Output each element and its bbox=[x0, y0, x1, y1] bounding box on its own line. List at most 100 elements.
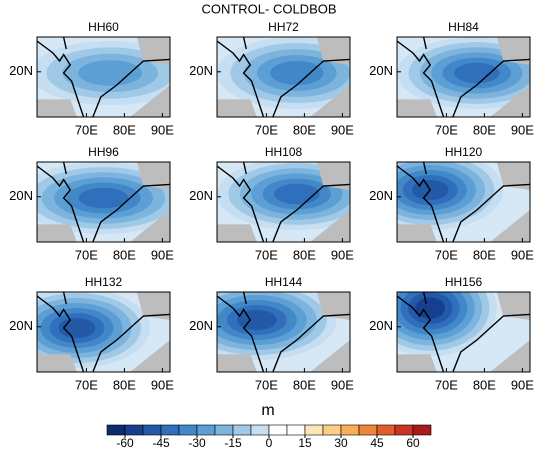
y-tick-label: 20N bbox=[9, 63, 33, 78]
x-tick-label: 70E bbox=[435, 377, 458, 392]
field bbox=[397, 162, 530, 242]
x-tick-label: 90E bbox=[151, 377, 174, 392]
x-tick-label: 70E bbox=[75, 247, 98, 262]
colorbar-box bbox=[142, 424, 162, 436]
map-panel: HH96 70E 80E 90E 20N bbox=[9, 145, 174, 262]
colorbar-box bbox=[268, 424, 288, 436]
colorbar-tick-label: -60 bbox=[116, 436, 134, 449]
land-mask bbox=[316, 292, 350, 320]
panel-frame bbox=[216, 161, 351, 243]
y-tick-label: 20N bbox=[9, 188, 33, 203]
panel-title: HH60 bbox=[88, 20, 119, 34]
x-tick-label: 90E bbox=[511, 247, 534, 262]
land-mask bbox=[217, 224, 257, 242]
y-tick-label: 20N bbox=[189, 188, 213, 203]
land-mask bbox=[397, 224, 437, 242]
x-tick-label: 90E bbox=[331, 377, 354, 392]
field bbox=[217, 37, 350, 117]
colorbar-label: m bbox=[261, 402, 274, 419]
colorbar-box bbox=[196, 424, 216, 436]
x-tick-label: 70E bbox=[255, 377, 278, 392]
panel-frame bbox=[216, 291, 351, 373]
x-tick-label: 80E bbox=[113, 122, 136, 137]
land-mask bbox=[136, 37, 170, 65]
map-panel: HH72 70E 80E 90E 20N bbox=[189, 20, 354, 137]
panel-title: HH120 bbox=[445, 145, 483, 159]
land-mask bbox=[37, 354, 77, 372]
land-mask bbox=[217, 99, 257, 117]
colorbar-box bbox=[178, 424, 198, 436]
x-tick-label: 80E bbox=[293, 377, 316, 392]
map-panel: HH144 70E 80E 90E 20N bbox=[189, 275, 354, 392]
colorbar-tick-label: 15 bbox=[298, 436, 312, 449]
land-mask bbox=[217, 354, 257, 372]
x-tick-label: 70E bbox=[75, 377, 98, 392]
colorbar-tick-label: -30 bbox=[188, 436, 206, 449]
field bbox=[397, 37, 530, 117]
map-panel: HH60 70E 80E 90E 20N bbox=[9, 20, 174, 137]
land-mask bbox=[316, 37, 350, 65]
contour bbox=[274, 183, 320, 205]
x-tick-label: 80E bbox=[293, 247, 316, 262]
x-tick-label: 70E bbox=[255, 247, 278, 262]
coastline bbox=[37, 162, 170, 242]
colorbar-box bbox=[304, 424, 324, 436]
panel-title: HH144 bbox=[265, 275, 303, 289]
x-tick-label: 90E bbox=[151, 247, 174, 262]
contour bbox=[454, 62, 500, 84]
colorbar-box bbox=[124, 424, 144, 436]
field bbox=[37, 162, 170, 242]
colorbar-box bbox=[232, 424, 252, 436]
map-panel: HH156 70E 80E 90E 20N bbox=[369, 275, 534, 392]
figure-title: CONTROL- COLDBOB bbox=[201, 1, 336, 16]
field bbox=[37, 292, 170, 372]
land-mask bbox=[310, 340, 350, 372]
panel-title: HH84 bbox=[448, 20, 479, 34]
land-mask bbox=[397, 354, 437, 372]
x-tick-label: 90E bbox=[511, 122, 534, 137]
colorbar-box bbox=[286, 424, 306, 436]
colorbar-box bbox=[376, 424, 396, 436]
land-mask bbox=[130, 85, 170, 117]
land-mask bbox=[310, 85, 350, 117]
coastline bbox=[397, 162, 530, 242]
y-tick-label: 20N bbox=[369, 188, 393, 203]
land-mask bbox=[496, 37, 530, 65]
map-panel: HH108 70E 80E 90E 20N bbox=[189, 145, 354, 262]
land-mask bbox=[490, 85, 530, 117]
x-tick-label: 80E bbox=[473, 247, 496, 262]
panel-title: HH156 bbox=[445, 275, 483, 289]
y-tick-label: 20N bbox=[369, 318, 393, 333]
colorbar-box bbox=[322, 424, 342, 436]
panel-title: HH96 bbox=[88, 145, 119, 159]
coastline bbox=[217, 292, 350, 372]
panel-frame bbox=[36, 161, 171, 243]
colorbar-box bbox=[394, 424, 414, 436]
x-tick-label: 80E bbox=[113, 377, 136, 392]
panel-frame bbox=[216, 36, 351, 118]
field bbox=[217, 162, 350, 242]
x-tick-label: 70E bbox=[75, 122, 98, 137]
map-panel: HH120 70E 80E 90E 20N bbox=[369, 145, 534, 262]
colorbar-box bbox=[412, 424, 432, 436]
land-mask bbox=[37, 224, 77, 242]
colorbar-box bbox=[358, 424, 378, 436]
contour bbox=[236, 310, 277, 330]
land-mask bbox=[37, 99, 77, 117]
land-mask bbox=[496, 162, 530, 190]
colorbar-tick-label: 0 bbox=[266, 436, 273, 449]
colorbar-box bbox=[250, 424, 270, 436]
coastline bbox=[217, 37, 350, 117]
map-panel: HH132 70E 80E 90E 20N bbox=[9, 275, 174, 392]
x-tick-label: 80E bbox=[113, 247, 136, 262]
contour bbox=[78, 60, 143, 86]
x-tick-label: 70E bbox=[435, 247, 458, 262]
colorbar-box bbox=[340, 424, 360, 436]
x-tick-label: 90E bbox=[331, 247, 354, 262]
colorbar-box bbox=[160, 424, 180, 436]
contour bbox=[270, 61, 324, 85]
y-tick-label: 20N bbox=[369, 63, 393, 78]
land-mask bbox=[136, 162, 170, 190]
panel-frame bbox=[396, 161, 531, 243]
